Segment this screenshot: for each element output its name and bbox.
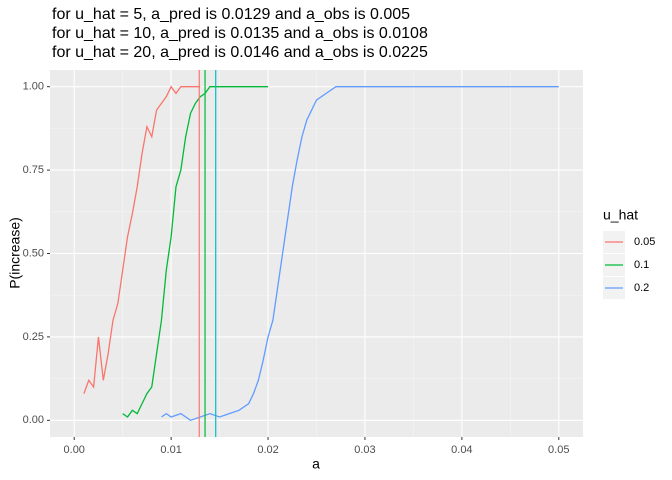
y-tick-label: 0.75: [23, 164, 44, 176]
x-axis-label: a: [312, 456, 320, 472]
y-tick-label: 1.00: [23, 81, 44, 93]
x-tick-label: 0.05: [548, 444, 569, 456]
series-line: [161, 86, 559, 422]
legend-label: 0.2: [634, 282, 649, 294]
legend-label: 0.05: [634, 236, 655, 248]
series-line: [122, 86, 269, 418]
y-tick-label: 0.25: [23, 331, 44, 343]
x-tick-label: 0.02: [257, 444, 278, 456]
series-line: [83, 85, 201, 394]
x-tick-label: 0.03: [354, 444, 375, 456]
y-tick-label: 0.50: [23, 247, 44, 259]
x-tick-label: 0.00: [64, 444, 85, 456]
y-axis-label: P(increase): [7, 217, 23, 289]
title-line: for u_hat = 10, a_pred is 0.0135 and a_o…: [52, 25, 428, 42]
legend-title: u_hat: [603, 207, 638, 223]
title-line: for u_hat = 20, a_pred is 0.0146 and a_o…: [52, 44, 428, 61]
legend-label: 0.1: [634, 259, 649, 271]
x-tick-label: 0.04: [451, 444, 472, 456]
y-tick-label: 0.00: [23, 414, 44, 426]
x-tick-label: 0.01: [160, 444, 181, 456]
title-line: for u_hat = 5, a_pred is 0.0129 and a_ob…: [52, 6, 410, 23]
